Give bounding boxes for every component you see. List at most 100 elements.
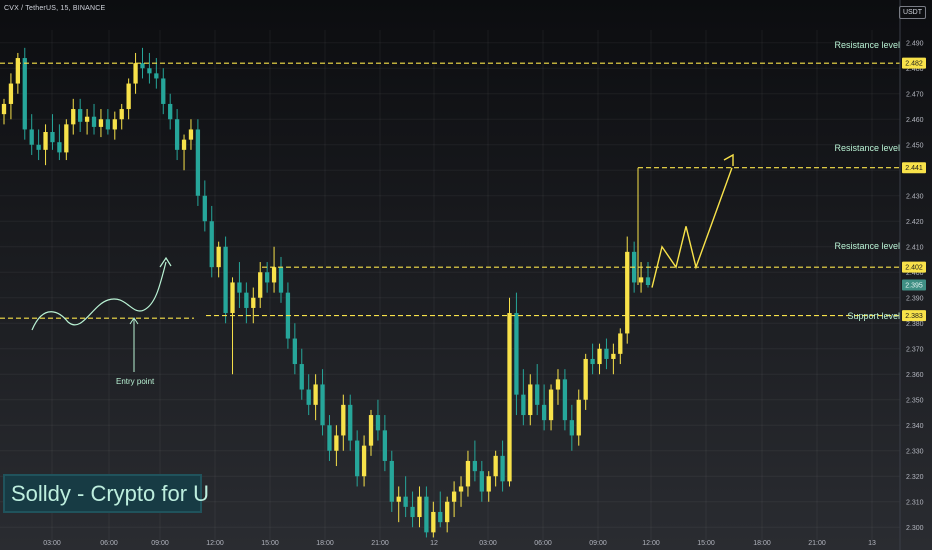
y-tick-label: 2.360 <box>906 372 924 379</box>
price-badge-bg <box>902 57 926 69</box>
candle-body <box>382 430 388 461</box>
resistance-label-2: Resistance level <box>834 143 900 153</box>
time-axis[interactable]: 03:00 06:00 09:00 12:00 15:00 18:00 21:00 12 03:… <box>43 540 876 547</box>
candle-body <box>500 455 505 482</box>
x-tick-label: 12 <box>430 540 438 547</box>
candle <box>223 236 228 324</box>
price-badge: 2.482 <box>902 57 926 69</box>
candle <box>583 353 588 410</box>
candle <box>161 68 166 115</box>
candle <box>569 404 574 451</box>
candle <box>348 394 353 451</box>
candle-body <box>541 404 547 421</box>
candle <box>8 73 14 120</box>
candle <box>562 369 568 431</box>
candle <box>528 374 533 426</box>
entry-point-label: Entry point <box>116 377 155 386</box>
candle-body <box>8 83 14 104</box>
candle <box>15 52 20 94</box>
candle <box>417 486 422 528</box>
candle-body <box>590 358 595 365</box>
candle-body <box>278 267 284 293</box>
candle-body <box>341 404 346 436</box>
x-tick-label: 03:00 <box>43 540 61 547</box>
candle <box>251 287 256 324</box>
candle-body <box>555 379 561 390</box>
candle-body <box>548 389 554 421</box>
candle-body <box>292 338 297 365</box>
candle-body <box>237 282 242 293</box>
candle <box>140 47 145 79</box>
candle <box>71 98 76 135</box>
price-badge: 2.383 <box>902 310 926 322</box>
candle-body <box>320 384 325 426</box>
candle-body <box>535 384 540 405</box>
candle-body <box>216 246 221 268</box>
candle <box>174 109 180 161</box>
candle-body <box>154 73 159 79</box>
candle <box>465 450 471 497</box>
candle-body <box>458 486 464 492</box>
price-badge-text: 2.482 <box>905 61 923 68</box>
candle <box>278 256 284 303</box>
price-badge: 2.441 <box>902 162 926 174</box>
price-badge-text: 2.402 <box>905 265 923 272</box>
y-tick-label: 2.450 <box>906 142 924 149</box>
candle <box>611 343 616 375</box>
price-badge-bg <box>902 162 926 174</box>
candle-body <box>78 109 83 122</box>
currency-badge[interactable]: USDT <box>898 6 926 19</box>
candle-body <box>91 116 97 127</box>
candle <box>500 440 505 492</box>
price-axis[interactable]: 2.300 2.310 2.320 2.330 2.340 2.350 2.360 2.370… <box>899 0 924 550</box>
candle-body <box>119 109 124 120</box>
candle-body <box>195 129 201 196</box>
candle <box>451 481 457 518</box>
candle-body <box>181 139 187 150</box>
candle-body <box>451 491 457 502</box>
candle-body <box>625 251 630 334</box>
candle <box>521 369 526 426</box>
candle <box>22 47 27 140</box>
candle-body <box>334 435 339 451</box>
candle-body <box>375 415 381 431</box>
candle-body <box>126 83 131 110</box>
candle <box>264 262 270 293</box>
support-label: Support level <box>847 311 900 321</box>
candle-body <box>403 496 408 507</box>
entry-pointer-arrowhead <box>129 317 139 325</box>
candle-body <box>604 348 609 359</box>
candle-body <box>50 132 55 143</box>
x-tick-label: 15:00 <box>697 540 715 547</box>
candle-body <box>29 129 34 145</box>
candle <box>133 52 138 94</box>
candle-body <box>36 144 41 150</box>
candle-body <box>230 282 235 314</box>
symbol-header: CVX / TetherUS, 15, BINANCE <box>4 5 106 12</box>
candle-body <box>361 445 367 477</box>
candle-body <box>569 420 574 436</box>
candle-body <box>597 348 602 365</box>
candle-body <box>465 460 471 487</box>
candle-body <box>521 394 526 416</box>
candle <box>258 262 263 308</box>
candle-body <box>445 501 450 523</box>
candle-body <box>22 58 27 130</box>
price-badge-text: 2.383 <box>905 313 923 320</box>
candle <box>645 262 651 288</box>
candle-body <box>472 460 478 472</box>
candle-body <box>431 511 436 533</box>
candle <box>195 119 201 206</box>
y-tick-label: 2.420 <box>906 219 924 226</box>
candle-body <box>493 455 498 477</box>
candle <box>327 415 332 461</box>
candle <box>271 246 277 293</box>
candle <box>78 98 83 132</box>
y-tick-label: 2.400 <box>906 270 924 277</box>
candle <box>445 496 450 533</box>
entry-wave-path <box>31 261 167 331</box>
price-badge-bg <box>902 279 926 291</box>
candle-body <box>174 119 180 150</box>
